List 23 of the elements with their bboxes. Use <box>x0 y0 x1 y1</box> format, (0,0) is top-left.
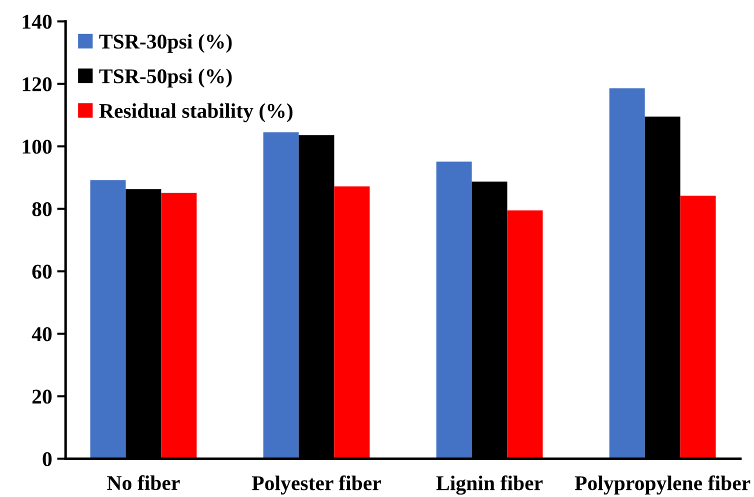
y-tick-label: 60 <box>32 264 52 279</box>
x-tick-label: Lignin fiber <box>436 475 543 495</box>
x-tick-label: Polypropylene fiber <box>574 475 750 495</box>
legend-label: TSR-50psi (%) <box>99 68 232 88</box>
legend-label: TSR-30psi (%) <box>99 34 232 53</box>
bar <box>263 132 299 459</box>
y-tick-label: 20 <box>32 390 52 404</box>
y-tick-label: 40 <box>32 327 52 342</box>
bar <box>507 210 543 459</box>
bar <box>161 192 197 459</box>
bar <box>334 186 370 459</box>
x-tick-label: No fiber <box>107 475 180 490</box>
legend-label: Residual stability (%) <box>99 103 292 122</box>
y-tick-label: 120 <box>22 77 52 92</box>
bar <box>609 88 645 459</box>
bar <box>436 162 472 459</box>
y-tick-label: 100 <box>22 140 52 154</box>
y-tick-label: 0 <box>42 452 52 466</box>
x-tick-label: Polyester fiber <box>252 475 381 495</box>
y-tick-label: 80 <box>32 202 52 216</box>
bar <box>680 196 716 459</box>
bar <box>90 180 126 459</box>
y-tick-label: 140 <box>22 14 52 29</box>
